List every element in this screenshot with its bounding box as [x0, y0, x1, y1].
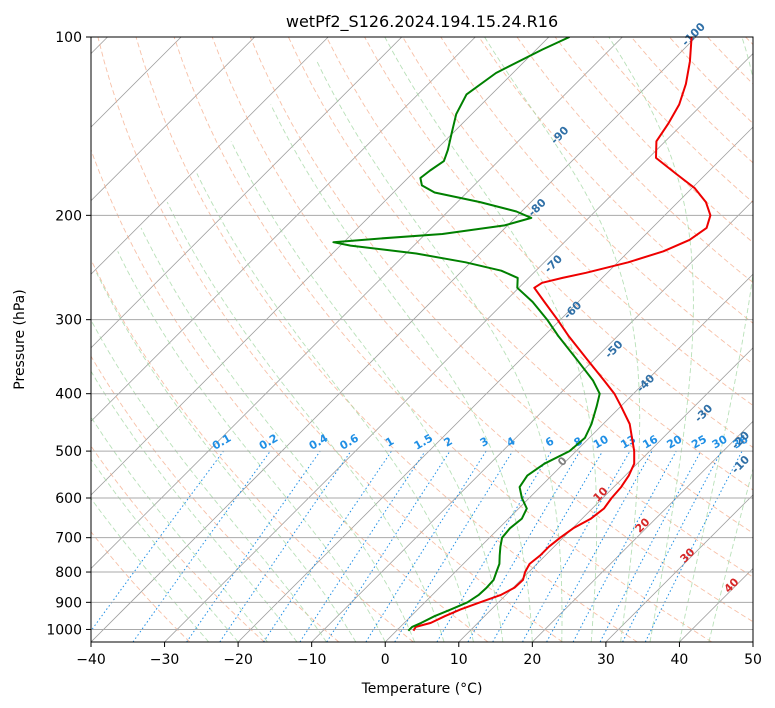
mixing-ratio-line	[522, 450, 631, 642]
x-tick-label: 0	[381, 652, 390, 668]
x-tick-label: −20	[223, 652, 253, 668]
y-tick-label: 100	[55, 30, 82, 46]
moist-adiabat	[316, 61, 563, 642]
isotherm-line	[164, 52, 753, 642]
dry-adiabat	[249, 37, 753, 578]
x-tick-label: 20	[523, 652, 541, 668]
moist-adiabat	[96, 272, 357, 642]
dry-adiabat	[91, 258, 414, 642]
dry-adiabat	[326, 37, 753, 491]
isotherm-line	[91, 37, 329, 275]
profile-lines	[332, 37, 712, 632]
dry-adiabat	[211, 37, 753, 623]
dry-adiabat	[91, 355, 340, 642]
x-tick-label: −40	[76, 652, 106, 668]
isotherm-line	[91, 37, 403, 349]
chart-title: wetPf2_S126.2024.194.15.24.R16	[286, 12, 558, 32]
plot-frame	[90, 36, 754, 643]
moist-adiabat	[708, 467, 753, 642]
y-tick-label: 300	[55, 313, 82, 329]
mixing-ratio-line	[91, 450, 224, 632]
mixing-ratio-line	[219, 450, 352, 642]
dry-adiabat	[516, 37, 753, 284]
moist-adiabat	[140, 227, 416, 642]
mixing-ratio-line	[546, 450, 653, 642]
mixing-ratio-line	[326, 450, 451, 642]
mixing-ratio-line	[394, 450, 514, 642]
mixing-ratio-line	[644, 450, 743, 642]
y-axis-label: Pressure (hPa)	[12, 289, 28, 389]
isotherm-line	[91, 37, 623, 570]
isotherm-line	[605, 494, 753, 642]
temperature-profile-line	[412, 37, 712, 632]
dewpoint-profile-line	[332, 37, 601, 632]
moist-adiabat	[91, 370, 298, 642]
pressure-gridlines	[91, 37, 753, 630]
y-tick-label: 700	[55, 531, 82, 547]
dry-adiabat	[91, 148, 489, 642]
x-tick-label: 30	[597, 652, 615, 668]
y-tick-label: 800	[55, 565, 82, 581]
moist-adiabat	[91, 416, 268, 642]
x-axis-ticks: −40 −30 −20 −10 0 10 20 30 40 50	[76, 642, 762, 668]
moist-adiabat	[678, 37, 753, 642]
background-lines	[91, 37, 753, 642]
isotherm-line	[91, 37, 550, 496]
moist-adiabat	[608, 37, 694, 642]
y-tick-label: 500	[55, 444, 82, 460]
moist-adiabat	[384, 37, 598, 642]
dry-adiabat	[135, 37, 638, 642]
dry-adiabat	[478, 37, 753, 324]
dry-adiabat	[91, 531, 191, 642]
mixing-ratio-line	[263, 450, 392, 642]
y-tick-label: 900	[55, 595, 82, 611]
isotherm-line	[91, 37, 697, 642]
x-tick-label: 40	[671, 652, 689, 668]
x-tick-label: −10	[297, 652, 327, 668]
moist-adiabat	[166, 201, 445, 642]
y-tick-label: 600	[55, 491, 82, 507]
x-tick-label: 50	[744, 652, 762, 668]
mixing-ratio-line	[299, 450, 426, 642]
isotherm-line	[91, 37, 255, 202]
y-tick-label: 400	[55, 387, 82, 403]
dry-adiabat	[173, 37, 713, 642]
mixing-ratio-line	[572, 450, 677, 642]
dry-adiabat	[402, 37, 753, 407]
y-axis-ticks: 1000 900 800 700 600 500 400 300 200 100	[46, 30, 91, 638]
dry-adiabat	[97, 37, 563, 642]
y-tick-label: 1000	[46, 622, 82, 638]
isotherm-line	[237, 126, 753, 642]
moist-adiabat	[91, 458, 239, 642]
moist-adiabat	[484, 37, 641, 642]
x-axis-label: Temperature (°C)	[361, 681, 483, 697]
mixing-ratio-line	[186, 450, 321, 642]
x-tick-label: −30	[150, 652, 180, 668]
isotherm-line	[384, 273, 753, 642]
x-tick-label: 10	[450, 652, 468, 668]
mixing-ratio-line	[132, 450, 271, 642]
dry-adiabat	[91, 445, 265, 642]
isotherm-line	[458, 347, 753, 642]
y-tick-label: 200	[55, 208, 82, 224]
isotherm-line	[532, 420, 753, 642]
isotherm-line	[91, 37, 476, 422]
moist-adiabat	[270, 104, 533, 642]
moist-adiabat	[117, 251, 386, 642]
